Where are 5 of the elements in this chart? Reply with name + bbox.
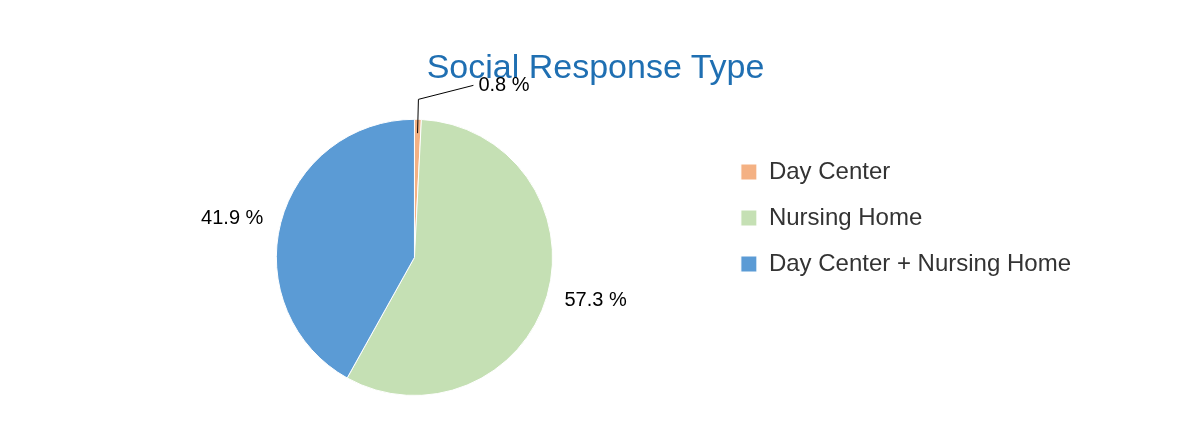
data-label: 57.3 %: [564, 287, 627, 310]
data-label: 41.9 %: [201, 205, 264, 228]
legend-label: Day Center: [768, 156, 891, 184]
legend-label: Nursing Home: [768, 202, 923, 230]
legend-label: Day Center + Nursing Home: [768, 248, 1071, 276]
